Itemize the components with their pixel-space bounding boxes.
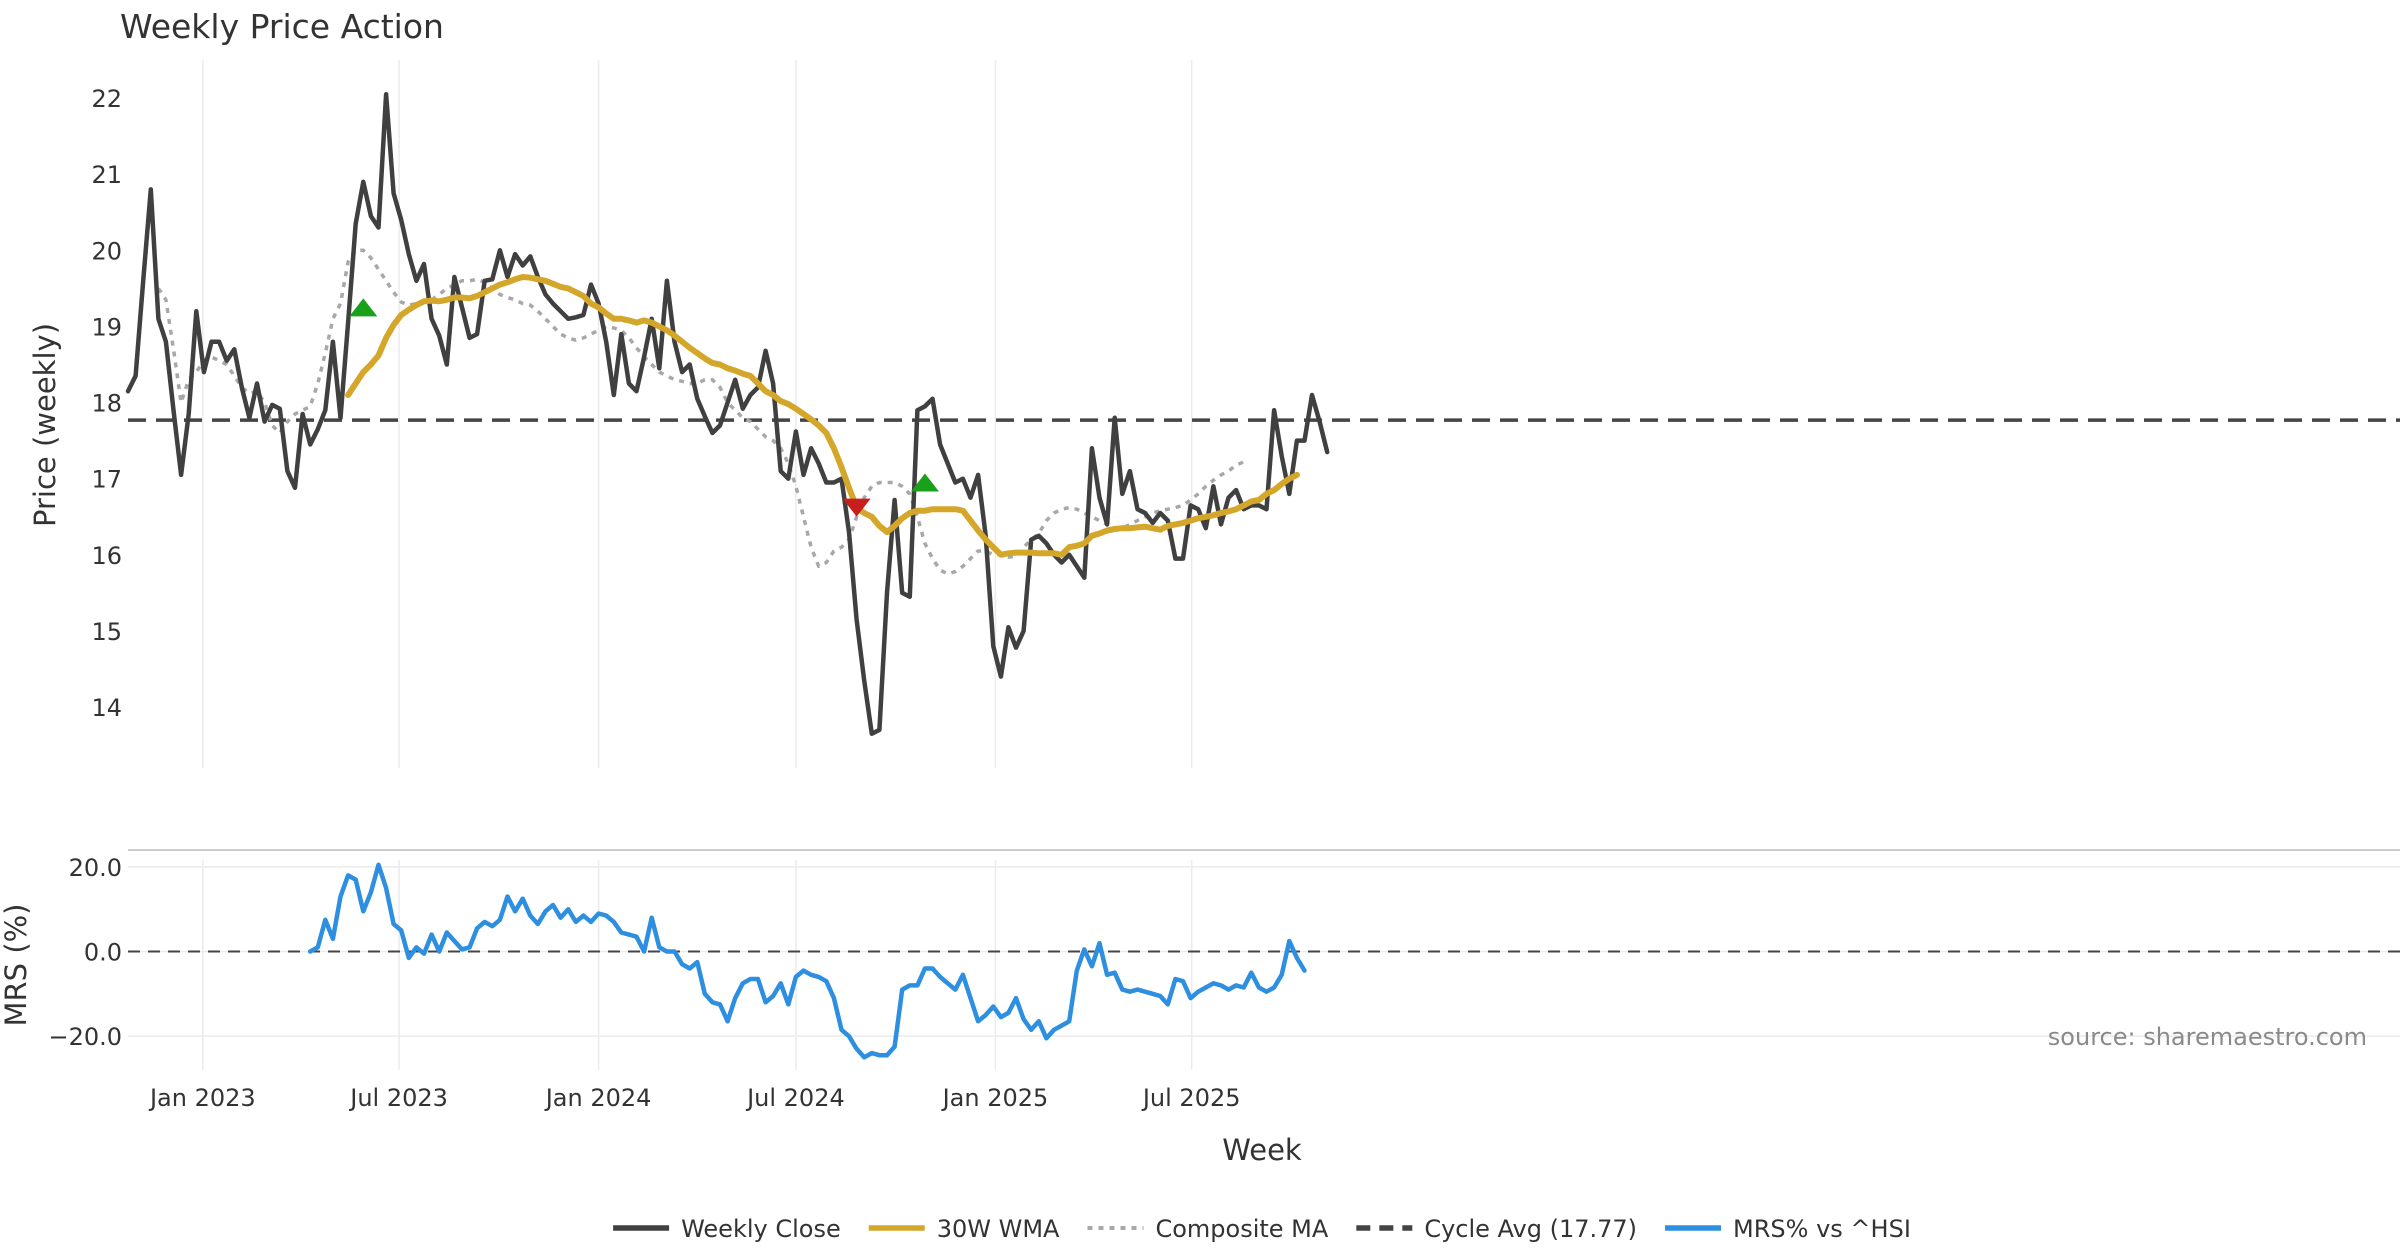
x-tick-label: Jan 2024	[544, 1084, 652, 1112]
series-composite-ma	[156, 248, 1245, 576]
price-y-tick-label: 18	[91, 390, 122, 418]
buy-signal-marker	[349, 298, 378, 317]
sell-signal-marker	[842, 498, 871, 517]
x-tick-label: Jan 2023	[148, 1084, 256, 1112]
x-ticks: Jan 2023 Jul 2023 Jan 2024 Jul 2024 Jan 2025…	[148, 1084, 1241, 1112]
price-y-tick-label: 15	[91, 618, 122, 646]
series-mrs-vs-hsi	[307, 862, 1307, 1060]
legend-item-composite-ma: Composite MA	[1087, 1215, 1329, 1243]
mrs-y-tick-label: −20.0	[48, 1023, 122, 1051]
x-tick-label: Jan 2025	[941, 1084, 1049, 1112]
legend-label: Weekly Close	[681, 1215, 841, 1243]
legend-label: MRS% vs ^HSI	[1733, 1215, 1911, 1243]
legend-label: Composite MA	[1155, 1215, 1328, 1243]
buy-signal-marker	[910, 473, 939, 492]
x-tick-label: Jul 2024	[745, 1084, 845, 1112]
chart-title: Weekly Price Action	[120, 7, 444, 46]
price-y-ticks: 14 15 16 17 18 19 20 21 22	[91, 85, 122, 722]
source-note: source: sharemaestro.com	[2048, 1023, 2367, 1051]
mrs-y-ticks: 20.0 0.0 −20.0	[48, 854, 122, 1051]
mrs-y-tick-label: 20.0	[69, 854, 122, 882]
price-y-tick-label: 16	[91, 542, 122, 570]
series-30w-wma	[345, 274, 1300, 558]
price-y-tick-label: 22	[91, 85, 122, 113]
mrs-y-axis-label: MRS (%)	[0, 904, 33, 1027]
price-y-tick-label: 19	[91, 313, 122, 341]
series-weekly-close	[125, 92, 1330, 736]
price-y-tick-label: 14	[91, 694, 122, 722]
signal-markers	[349, 298, 939, 517]
legend-item-cycle-avg-17-77: Cycle Avg (17.77)	[1356, 1215, 1637, 1243]
price-y-tick-label: 21	[91, 161, 122, 189]
legend: Weekly Close 30W WMA Composite MA Cycle Avg…	[613, 1215, 1911, 1243]
legend-label: Cycle Avg (17.77)	[1424, 1215, 1637, 1243]
price-y-tick-label: 20	[91, 237, 122, 265]
x-tick-label: Jul 2023	[348, 1084, 448, 1112]
price-y-tick-label: 17	[91, 466, 122, 494]
x-tick-label: Jul 2025	[1141, 1084, 1241, 1112]
legend-label: 30W WMA	[937, 1215, 1060, 1243]
legend-item-30w-wma: 30W WMA	[868, 1215, 1060, 1243]
x-axis-label: Week	[1222, 1133, 1302, 1167]
mrs-y-tick-label: 0.0	[84, 939, 122, 967]
mrs-grid	[128, 860, 2400, 1070]
price-series-group	[125, 92, 2400, 736]
price-y-axis-label: Price (weekly)	[28, 323, 62, 527]
mrs-series-group	[128, 862, 2400, 1060]
legend-item-mrs-vs-hsi: MRS% vs ^HSI	[1665, 1215, 1911, 1243]
legend-item-weekly-close: Weekly Close	[613, 1215, 841, 1243]
price-grid	[202, 60, 1193, 768]
